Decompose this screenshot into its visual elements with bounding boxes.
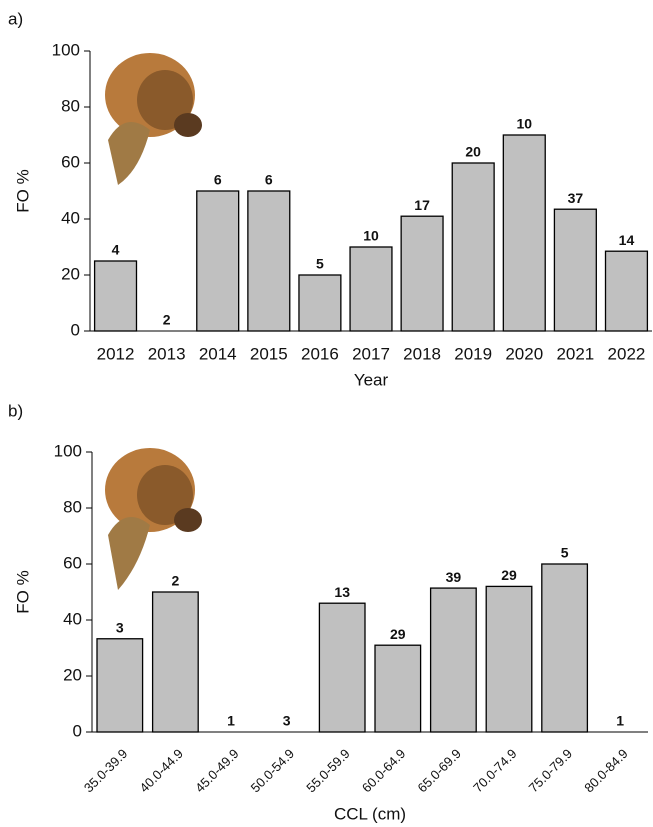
x-tick-label: 75.0-79.9	[526, 746, 575, 795]
sample-size-label: 29	[501, 567, 517, 583]
x-tick-label: 50.0-54.9	[248, 746, 297, 795]
sample-size-label: 3	[116, 619, 124, 635]
panel-label: b)	[8, 401, 23, 420]
bar	[247, 190, 291, 332]
y-tick-label: 60	[61, 152, 80, 171]
y-tick-label: 100	[54, 441, 82, 460]
y-tick-label: 60	[63, 553, 82, 572]
x-axis-label: CCL (cm)	[334, 804, 406, 823]
x-tick-label: 2018	[403, 344, 441, 363]
x-tick-label: 45.0-49.9	[192, 746, 241, 795]
x-tick-label: 55.0-59.9	[303, 746, 352, 795]
sample-size-label: 39	[446, 569, 462, 585]
y-tick-label: 80	[63, 497, 82, 516]
bar	[451, 162, 495, 332]
sample-size-label: 1	[616, 713, 624, 729]
x-tick-label: 2022	[608, 344, 646, 363]
x-tick-label: 2020	[505, 344, 543, 363]
sample-size-label: 10	[363, 228, 379, 244]
bar	[298, 274, 342, 332]
sample-size-label: 13	[334, 584, 350, 600]
x-tick-label: 35.0-39.9	[81, 746, 130, 795]
sample-size-label: 37	[568, 190, 584, 206]
x-tick-label: 80.0-84.9	[581, 746, 630, 795]
y-axis-label: FO %	[13, 570, 32, 613]
x-tick-label: 65.0-69.9	[414, 746, 463, 795]
bar	[400, 215, 444, 332]
x-tick-label: 2015	[250, 344, 288, 363]
x-tick-label: 2014	[199, 344, 237, 363]
bar	[151, 591, 199, 733]
x-tick-label: 2017	[352, 344, 390, 363]
bar	[349, 246, 393, 332]
y-tick-label: 40	[63, 609, 82, 628]
x-axis-label: Year	[354, 370, 389, 389]
bar	[604, 250, 649, 332]
y-tick-label: 0	[71, 320, 80, 339]
bar	[502, 134, 546, 332]
sample-size-label: 14	[619, 232, 635, 248]
x-tick-label: 2013	[148, 344, 186, 363]
sample-size-label: 5	[316, 256, 324, 272]
x-tick-label: 2016	[301, 344, 339, 363]
bar	[541, 563, 589, 733]
bar	[93, 260, 138, 332]
x-tick-label: 2012	[97, 344, 135, 363]
turtle-illustration	[105, 448, 202, 590]
bar	[553, 208, 597, 332]
sample-size-label: 2	[163, 312, 171, 328]
y-tick-label: 40	[61, 208, 80, 227]
x-tick-label: 40.0-44.9	[136, 746, 185, 795]
sample-size-label: 17	[414, 197, 430, 213]
sample-size-label: 2	[172, 573, 180, 589]
y-tick-label: 100	[52, 40, 80, 59]
y-axis-label: FO %	[13, 169, 32, 212]
bar	[429, 587, 477, 733]
x-tick-label: 2019	[454, 344, 492, 363]
sample-size-label: 29	[390, 626, 406, 642]
bar	[374, 644, 422, 733]
panel-label: a)	[8, 9, 23, 28]
y-tick-label: 20	[61, 264, 80, 283]
sample-size-label: 1	[227, 713, 235, 729]
x-tick-label: 2021	[556, 344, 594, 363]
bar	[96, 638, 144, 733]
turtle-illustration	[105, 53, 202, 185]
x-tick-label: 70.0-74.9	[470, 746, 519, 795]
sample-size-label: 5	[561, 545, 569, 561]
y-tick-label: 0	[73, 721, 82, 740]
sample-size-label: 20	[465, 144, 481, 160]
sample-size-label: 3	[283, 713, 291, 729]
bar	[196, 190, 240, 332]
sample-size-label: 10	[516, 116, 532, 132]
y-tick-label: 20	[63, 665, 82, 684]
sample-size-label: 4	[112, 242, 120, 258]
y-tick-label: 80	[61, 96, 80, 115]
sample-size-label: 6	[214, 172, 222, 188]
bar	[485, 585, 533, 733]
bar	[318, 602, 366, 733]
x-tick-label: 60.0-64.9	[359, 746, 408, 795]
sample-size-label: 6	[265, 172, 273, 188]
